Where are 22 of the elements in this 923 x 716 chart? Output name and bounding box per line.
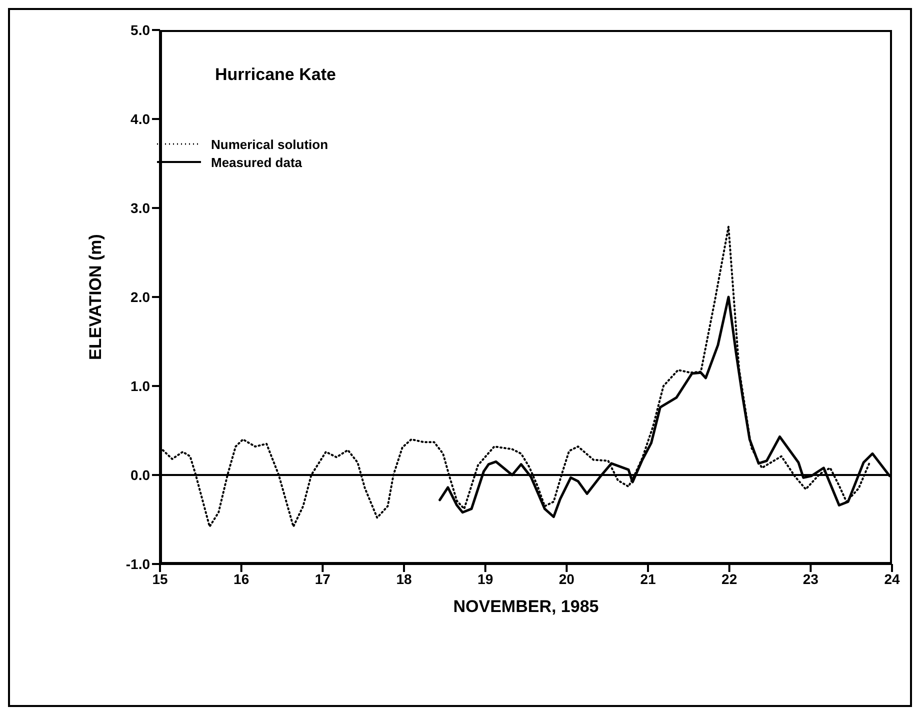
y-tick-label: -1.0 bbox=[126, 556, 150, 572]
x-tick-label: 19 bbox=[478, 570, 494, 587]
text: Hurricane Kate bbox=[215, 65, 336, 84]
x-tick-label: 15 bbox=[152, 570, 168, 587]
x-axis-title: NOVEMBER, 1985 bbox=[453, 597, 599, 616]
y-axis-title: ELEVATION (m) bbox=[86, 234, 106, 360]
y-tick-label: 3.0 bbox=[130, 200, 150, 216]
x-tick-label: 18 bbox=[396, 570, 412, 587]
x-tick-label: 16 bbox=[234, 570, 250, 587]
x-tick-label: 23 bbox=[802, 570, 819, 587]
legend-label: Measured data bbox=[211, 154, 302, 170]
y-tick-label: 0.0 bbox=[130, 466, 150, 483]
y-tick-label: 4.0 bbox=[130, 110, 150, 127]
x-tick-label: 17 bbox=[314, 570, 331, 587]
y-tick-label: 2.0 bbox=[130, 288, 150, 305]
y-tick-label: 1.0 bbox=[130, 378, 150, 394]
x-tick-label: 20 bbox=[558, 570, 575, 587]
legend-label: Numerical solution bbox=[211, 136, 328, 152]
x-tick-label: 21 bbox=[640, 570, 656, 587]
x-tick-label: 22 bbox=[722, 570, 738, 587]
y-tick-label: 5.0 bbox=[130, 22, 150, 38]
x-tick-label: 24 bbox=[884, 570, 900, 587]
